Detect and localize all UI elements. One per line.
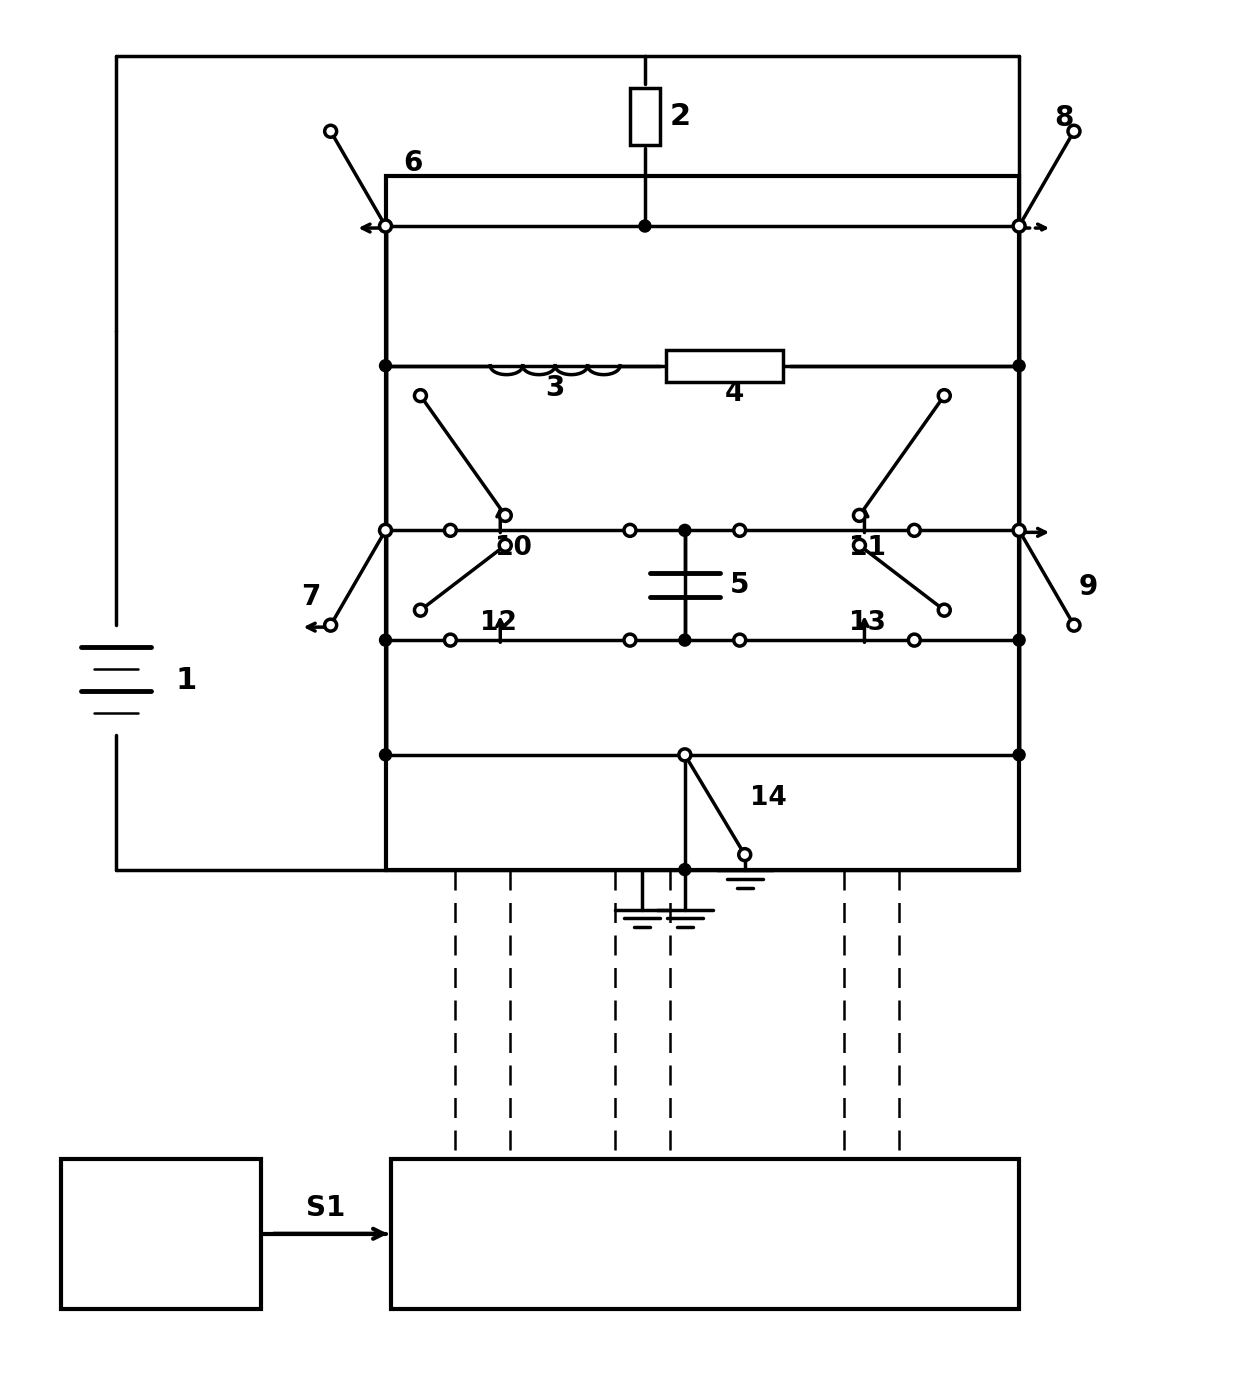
Circle shape [678,634,691,647]
Text: 4: 4 [725,379,744,407]
Text: 开关控制部分: 开关控制部分 [625,1212,785,1255]
Circle shape [1013,360,1025,372]
Text: 10: 10 [495,535,532,561]
Circle shape [500,509,511,521]
Circle shape [939,604,950,616]
Circle shape [1013,524,1025,536]
Text: 9: 9 [1079,574,1099,601]
Circle shape [909,634,920,647]
Text: 11: 11 [849,535,887,561]
Circle shape [1013,634,1025,647]
Text: 13: 13 [849,610,887,636]
Circle shape [1068,619,1080,632]
Circle shape [1068,125,1080,138]
Bar [391,1158,1019,1309]
Circle shape [325,619,336,632]
Circle shape [379,221,392,232]
Circle shape [379,221,392,232]
Circle shape [939,390,950,401]
Circle shape [1013,221,1025,232]
Circle shape [325,125,336,138]
Text: 5: 5 [730,571,749,600]
Circle shape [414,390,427,401]
Circle shape [678,749,691,761]
Circle shape [739,848,750,860]
Text: 3: 3 [546,374,565,401]
Circle shape [1013,749,1025,761]
Bar [386,177,1019,870]
Circle shape [624,634,636,647]
Text: 8: 8 [1054,105,1074,132]
Text: 14: 14 [750,785,786,811]
Circle shape [678,863,691,876]
Circle shape [379,524,392,536]
Circle shape [444,634,456,647]
Circle shape [379,634,392,647]
Circle shape [678,749,691,761]
Bar [666,350,784,382]
Circle shape [379,524,392,536]
Circle shape [379,360,392,372]
Text: 1: 1 [176,666,197,695]
Text: 12: 12 [480,610,517,636]
Circle shape [853,509,866,521]
Circle shape [1013,221,1025,232]
Circle shape [1013,524,1025,536]
Circle shape [853,539,866,552]
Circle shape [639,221,651,232]
Text: 2: 2 [670,102,691,131]
Text: 信号源: 信号源 [126,1215,196,1252]
Circle shape [734,634,745,647]
Circle shape [444,524,456,536]
Circle shape [379,749,392,761]
Circle shape [909,524,920,536]
Bar [630,87,660,145]
Text: S1: S1 [306,1194,345,1222]
Text: 6: 6 [403,149,423,177]
Circle shape [734,524,745,536]
Circle shape [414,604,427,616]
Text: 7: 7 [301,583,320,611]
Bar [61,1158,260,1309]
Circle shape [500,539,511,552]
Circle shape [624,524,636,536]
Circle shape [678,524,691,536]
